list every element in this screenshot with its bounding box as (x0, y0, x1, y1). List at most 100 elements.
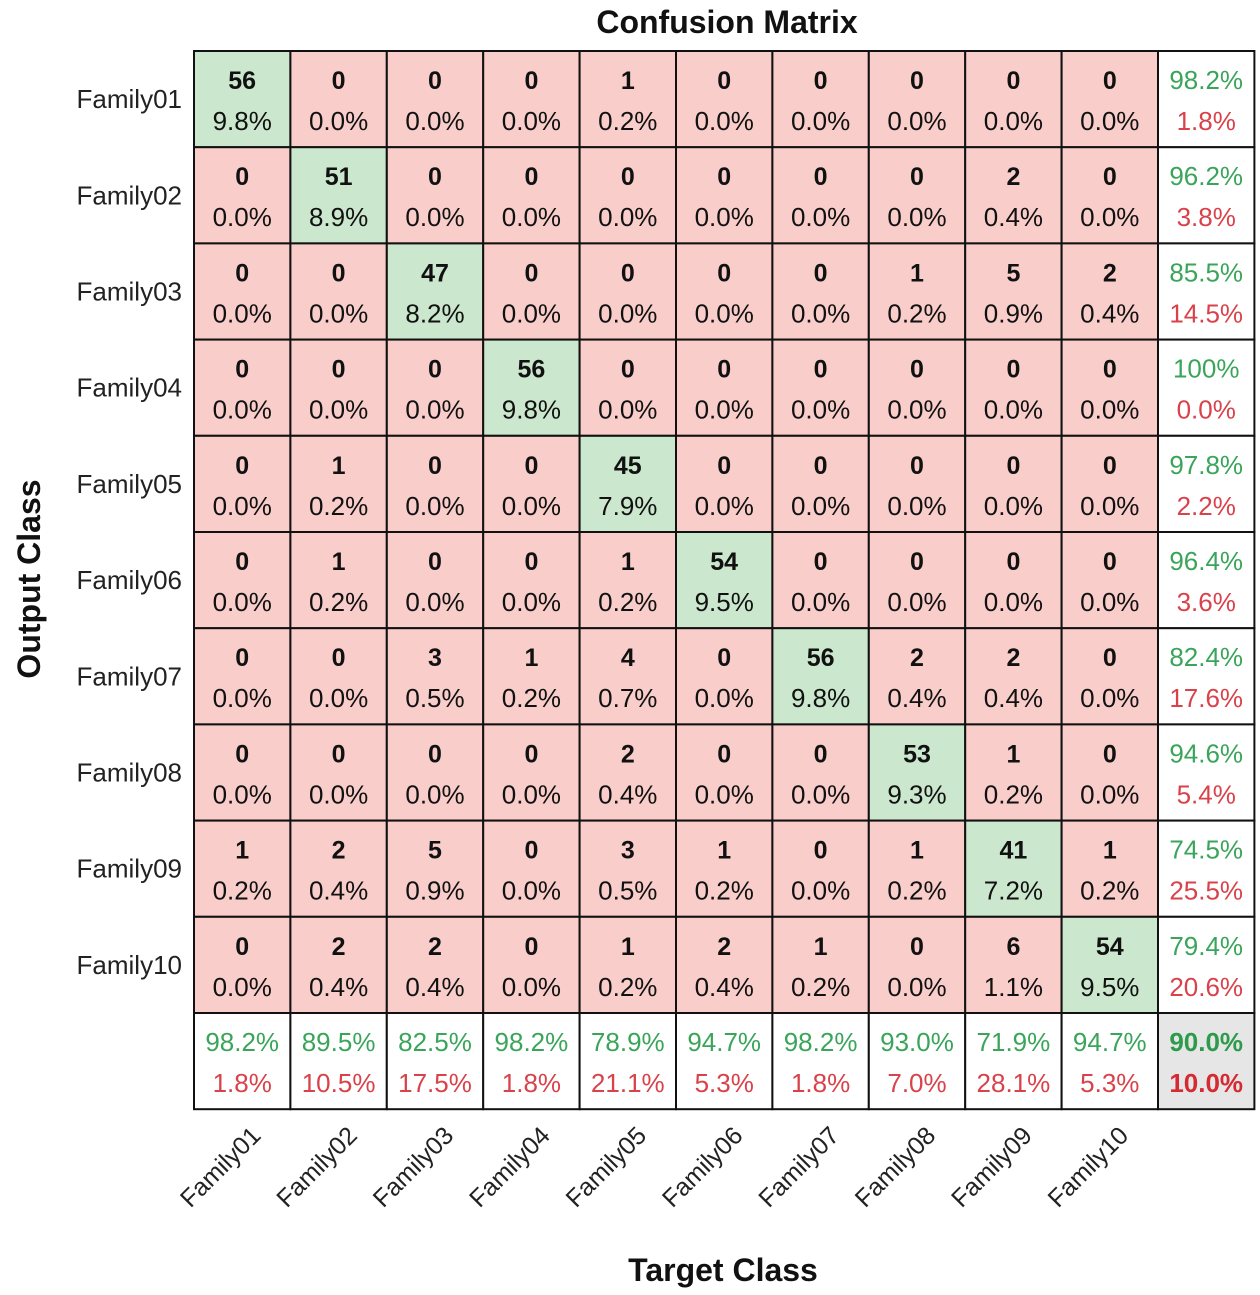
cell-percentage: 0.0% (695, 106, 754, 136)
cell-count: 0 (814, 259, 828, 287)
cell-percentage: 7.9% (598, 491, 657, 521)
cell-background (867, 146, 967, 245)
cell-count: 0 (332, 259, 346, 287)
cell-percentage: 0.0% (309, 683, 368, 713)
cell-count: 0 (717, 67, 731, 95)
matrix-cell-r10-c4: 0 0.0% (482, 915, 581, 1014)
cell-percentage: 0.0% (502, 876, 561, 906)
cell-background (675, 50, 774, 149)
cell-background (964, 531, 1063, 630)
cell-count: 1 (621, 933, 635, 961)
col-correct-rate: 94.7% (687, 1027, 761, 1057)
cell-background (964, 627, 1063, 726)
matrix-cell-r3-c5: 0 0.0% (578, 242, 677, 341)
matrix-cell-r10-c7: 1 0.2% (771, 915, 870, 1014)
cell-count: 56 (517, 356, 545, 384)
cell-percentage: 0.0% (405, 491, 464, 521)
cell-percentage: 0.0% (695, 683, 754, 713)
cell-count: 0 (717, 163, 731, 191)
cell-percentage: 0.2% (502, 683, 561, 713)
cell-count: 5 (428, 837, 442, 865)
row-correct-rate: 85.5% (1169, 257, 1243, 287)
cell-percentage: 0.0% (984, 106, 1043, 136)
cell-percentage: 0.0% (405, 779, 464, 809)
cell-background (675, 146, 774, 245)
cell-percentage: 0.0% (791, 491, 850, 521)
matrix-cell-r8-c9: 1 0.2% (964, 723, 1063, 822)
cell-background (578, 723, 677, 822)
matrix-cell-r7-c6: 0 0.0% (675, 627, 774, 726)
cell-count: 0 (428, 163, 442, 191)
row-error-rate: 17.6% (1169, 683, 1243, 713)
cell-count: 0 (910, 356, 924, 384)
cell-count: 41 (999, 837, 1027, 865)
cell-percentage: 0.0% (502, 106, 561, 136)
matrix-cell-r4-c3: 0 0.0% (385, 338, 485, 437)
cell-count: 0 (235, 163, 249, 191)
cell-count: 0 (428, 740, 442, 768)
col-correct-rate: 78.9% (591, 1027, 665, 1057)
cell-percentage: 0.0% (405, 587, 464, 617)
row-summary-r7: 82.4% 17.6% (1157, 627, 1256, 726)
cell-percentage: 0.0% (502, 491, 561, 521)
cell-percentage: 0.2% (309, 491, 368, 521)
cell-percentage: 0.0% (309, 779, 368, 809)
cell-percentage: 0.0% (405, 202, 464, 232)
cell-percentage: 0.0% (213, 395, 272, 425)
row-summary-r4: 100% 0.0% (1157, 338, 1256, 437)
matrix-cell-r9-c7: 0 0.0% (771, 819, 870, 918)
cell-count: 0 (1103, 740, 1117, 768)
cell-percentage: 0.0% (1080, 491, 1139, 521)
row-correct-rate: 96.2% (1169, 161, 1243, 191)
matrix-cell-r9-c10: 1 0.2% (1060, 819, 1159, 918)
cell-percentage: 0.0% (309, 298, 368, 328)
column-label: Family01 (175, 1121, 267, 1213)
cell-percentage: 0.0% (309, 395, 368, 425)
cell-background (771, 819, 870, 918)
cell-count: 0 (717, 356, 731, 384)
cell-percentage: 0.0% (1080, 395, 1139, 425)
matrix-cell-r8-c10: 0 0.0% (1060, 723, 1159, 822)
row-correct-rate: 97.8% (1169, 450, 1243, 480)
matrix-cell-r3-c8: 1 0.2% (867, 242, 967, 341)
cell-percentage: 0.0% (695, 779, 754, 809)
cell-percentage: 0.5% (405, 683, 464, 713)
column-label: Family09 (946, 1121, 1038, 1213)
cell-background (675, 531, 774, 630)
row-label: Family08 (77, 758, 182, 788)
matrix-cell-r10-c2: 2 0.4% (289, 915, 388, 1014)
cell-percentage: 0.2% (598, 587, 657, 617)
cell-percentage: 0.0% (502, 587, 561, 617)
cell-percentage: 0.4% (695, 972, 754, 1002)
cell-percentage: 0.0% (598, 298, 657, 328)
matrix-cell-r5-c10: 0 0.0% (1060, 434, 1159, 533)
cell-count: 56 (228, 67, 256, 95)
matrix-cell-r10-c10: 54 9.5% (1060, 915, 1159, 1014)
cell-percentage: 9.8% (791, 683, 850, 713)
cell-count: 0 (621, 163, 635, 191)
col-error-rate: 21.1% (591, 1068, 665, 1098)
matrix-cell-r6-c4: 0 0.0% (482, 531, 581, 630)
cell-percentage: 0.2% (887, 876, 946, 906)
cell-count: 6 (1006, 933, 1020, 961)
cell-count: 0 (235, 356, 249, 384)
col-correct-rate: 98.2% (205, 1027, 279, 1057)
cell-percentage: 0.0% (1080, 587, 1139, 617)
row-label: Family03 (77, 277, 182, 307)
matrix-cell-r3-c4: 0 0.0% (482, 242, 581, 341)
cell-background (1060, 627, 1159, 726)
cell-percentage: 0.0% (791, 587, 850, 617)
matrix-cell-r1-c8: 0 0.0% (867, 50, 967, 149)
matrix-cell-r3-c3: 47 8.2% (385, 242, 485, 341)
row-summary-r8: 94.6% 5.4% (1157, 723, 1256, 822)
cell-count: 0 (814, 452, 828, 480)
cell-percentage: 0.0% (695, 202, 754, 232)
matrix-cell-r6-c8: 0 0.0% (867, 531, 967, 630)
matrix-cell-r6-c10: 0 0.0% (1060, 531, 1159, 630)
cell-background (867, 627, 967, 726)
cell-percentage: 0.4% (309, 972, 368, 1002)
column-label: Family10 (1043, 1121, 1135, 1213)
summary-background (964, 1012, 1063, 1111)
cell-count: 0 (428, 452, 442, 480)
